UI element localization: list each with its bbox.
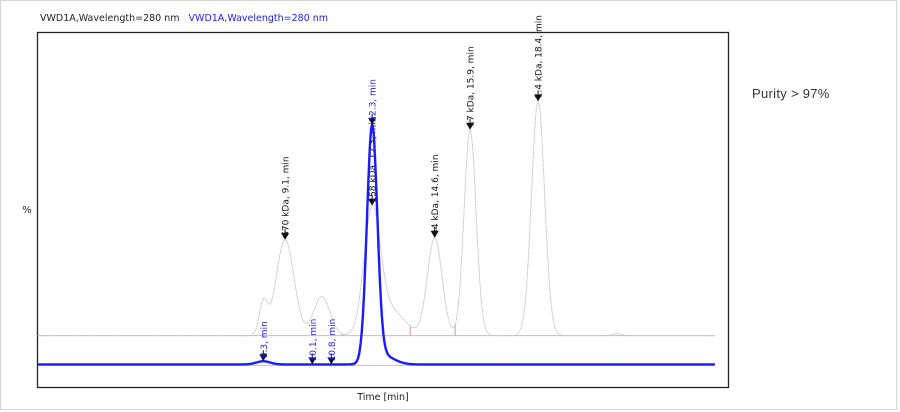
legend-entry-sample: VWD1A,Wavelength=280 nm [188,13,329,24]
peak-annotation: 158 kDa, 12.3, min [369,116,379,202]
x-axis-label: Time [min] [356,392,409,403]
peak-annotation: 8.3, min [260,321,270,358]
peak-marker-arrow-icon [534,94,543,102]
peak-marker-arrow-icon [466,122,475,130]
chart-legend: VWD1A,Wavelength=280 nm VWD1A,Wavelength… [40,13,334,24]
peak-marker-arrow-icon [368,198,377,206]
peak-marker-arrow-icon [259,354,268,362]
peak-marker-arrow-icon [368,117,377,125]
peak-annotation: 10.8, min [328,319,338,362]
peak-annotation: 670 kDa, 9.1, min [282,156,292,236]
peak-annotation: 1.4 kDa, 18.4, min [535,15,545,98]
peak-annotation: 12.3, min [369,79,379,122]
y-axis-label: % [22,205,32,216]
sample-trace-line [37,121,715,366]
peak-marker-arrow-icon [430,230,439,238]
peak-annotation: 44 kDa, 14.6, min [431,154,441,234]
peak-annotation: 17 kDa, 15.9, min [467,46,477,126]
legend-entry-standards: VWD1A,Wavelength=280 nm [40,13,180,24]
purity-label: Purity > 97% [752,86,830,101]
peak-annotation: 10.1, min [309,319,319,362]
peak-marker-arrow-icon [327,357,336,365]
peak-marker-arrow-icon [281,232,290,240]
peak-marker-arrow-icon [308,357,317,365]
plot-area [36,31,730,389]
